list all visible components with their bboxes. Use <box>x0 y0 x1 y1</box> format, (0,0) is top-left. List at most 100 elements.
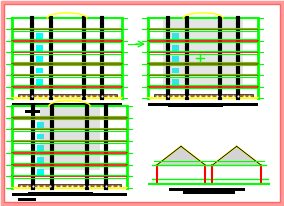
Bar <box>183 190 235 194</box>
Bar <box>85 128 88 131</box>
Bar <box>172 56 179 62</box>
Bar <box>25 110 40 113</box>
Bar <box>31 151 34 154</box>
Bar <box>166 39 169 42</box>
Bar <box>218 74 221 77</box>
Bar <box>172 79 179 85</box>
Bar <box>18 94 116 98</box>
Bar <box>82 85 85 88</box>
Bar <box>36 68 43 73</box>
Bar <box>105 128 108 131</box>
Bar <box>105 116 108 119</box>
Bar <box>172 33 179 39</box>
Bar <box>166 74 169 77</box>
Bar <box>148 103 258 106</box>
Bar <box>51 128 54 131</box>
Bar <box>85 140 88 143</box>
Bar <box>172 45 179 50</box>
Bar <box>37 122 44 128</box>
Bar <box>101 28 104 31</box>
Bar <box>166 85 169 88</box>
Polygon shape <box>157 146 205 165</box>
Bar <box>237 74 240 77</box>
Bar <box>185 39 188 42</box>
Bar <box>30 28 33 31</box>
Bar <box>105 151 108 154</box>
Bar <box>40 106 100 170</box>
Bar <box>37 157 44 163</box>
Bar <box>36 56 43 62</box>
Bar <box>82 28 85 31</box>
Bar <box>237 85 240 88</box>
Bar <box>185 62 188 65</box>
Bar <box>101 62 104 65</box>
Bar <box>49 51 52 54</box>
Bar <box>237 28 240 31</box>
Bar <box>166 62 169 65</box>
Bar <box>169 188 245 191</box>
Bar <box>36 45 43 50</box>
Bar <box>101 39 104 42</box>
Bar <box>36 33 43 39</box>
Bar <box>30 62 33 65</box>
Bar <box>30 51 33 54</box>
Bar <box>36 79 43 85</box>
Bar <box>168 103 223 107</box>
Bar <box>163 18 243 88</box>
Bar <box>185 74 188 77</box>
Bar <box>172 68 179 73</box>
Bar <box>49 39 52 42</box>
Bar <box>12 103 122 106</box>
Bar <box>237 51 240 54</box>
Bar <box>105 140 108 143</box>
Bar <box>49 74 52 77</box>
Bar <box>166 51 169 54</box>
Bar <box>18 184 121 188</box>
Bar <box>218 51 221 54</box>
Bar <box>237 39 240 42</box>
Bar <box>31 140 34 143</box>
Bar <box>37 145 44 151</box>
Bar <box>85 163 88 166</box>
Bar <box>51 116 54 119</box>
Bar <box>31 128 34 131</box>
Bar <box>101 51 104 54</box>
Polygon shape <box>212 146 261 165</box>
Bar <box>49 28 52 31</box>
Bar <box>153 94 252 98</box>
Bar <box>85 175 88 178</box>
Bar <box>37 169 44 174</box>
Bar <box>30 39 33 42</box>
Bar <box>31 116 34 119</box>
Bar <box>82 74 85 77</box>
Bar <box>51 151 54 154</box>
Bar <box>31 163 34 166</box>
Bar <box>30 74 33 77</box>
Bar <box>85 116 88 119</box>
Bar <box>105 163 108 166</box>
Bar <box>49 62 52 65</box>
Bar <box>105 175 108 178</box>
Bar <box>51 163 54 166</box>
Bar <box>85 151 88 154</box>
Bar <box>82 51 85 54</box>
Bar <box>18 198 36 201</box>
Bar <box>185 85 188 88</box>
Bar <box>82 39 85 42</box>
Bar <box>30 85 33 88</box>
Bar <box>12 193 127 196</box>
Bar <box>218 28 221 31</box>
Bar <box>218 39 221 42</box>
Bar <box>101 74 104 77</box>
Bar <box>166 28 169 31</box>
Bar <box>37 133 44 139</box>
Bar <box>49 85 52 88</box>
Bar <box>30 103 75 107</box>
Bar <box>28 192 93 196</box>
Bar <box>218 85 221 88</box>
Bar <box>101 85 104 88</box>
Bar <box>218 62 221 65</box>
Bar <box>185 51 188 54</box>
Bar <box>237 62 240 65</box>
Bar <box>51 175 54 178</box>
